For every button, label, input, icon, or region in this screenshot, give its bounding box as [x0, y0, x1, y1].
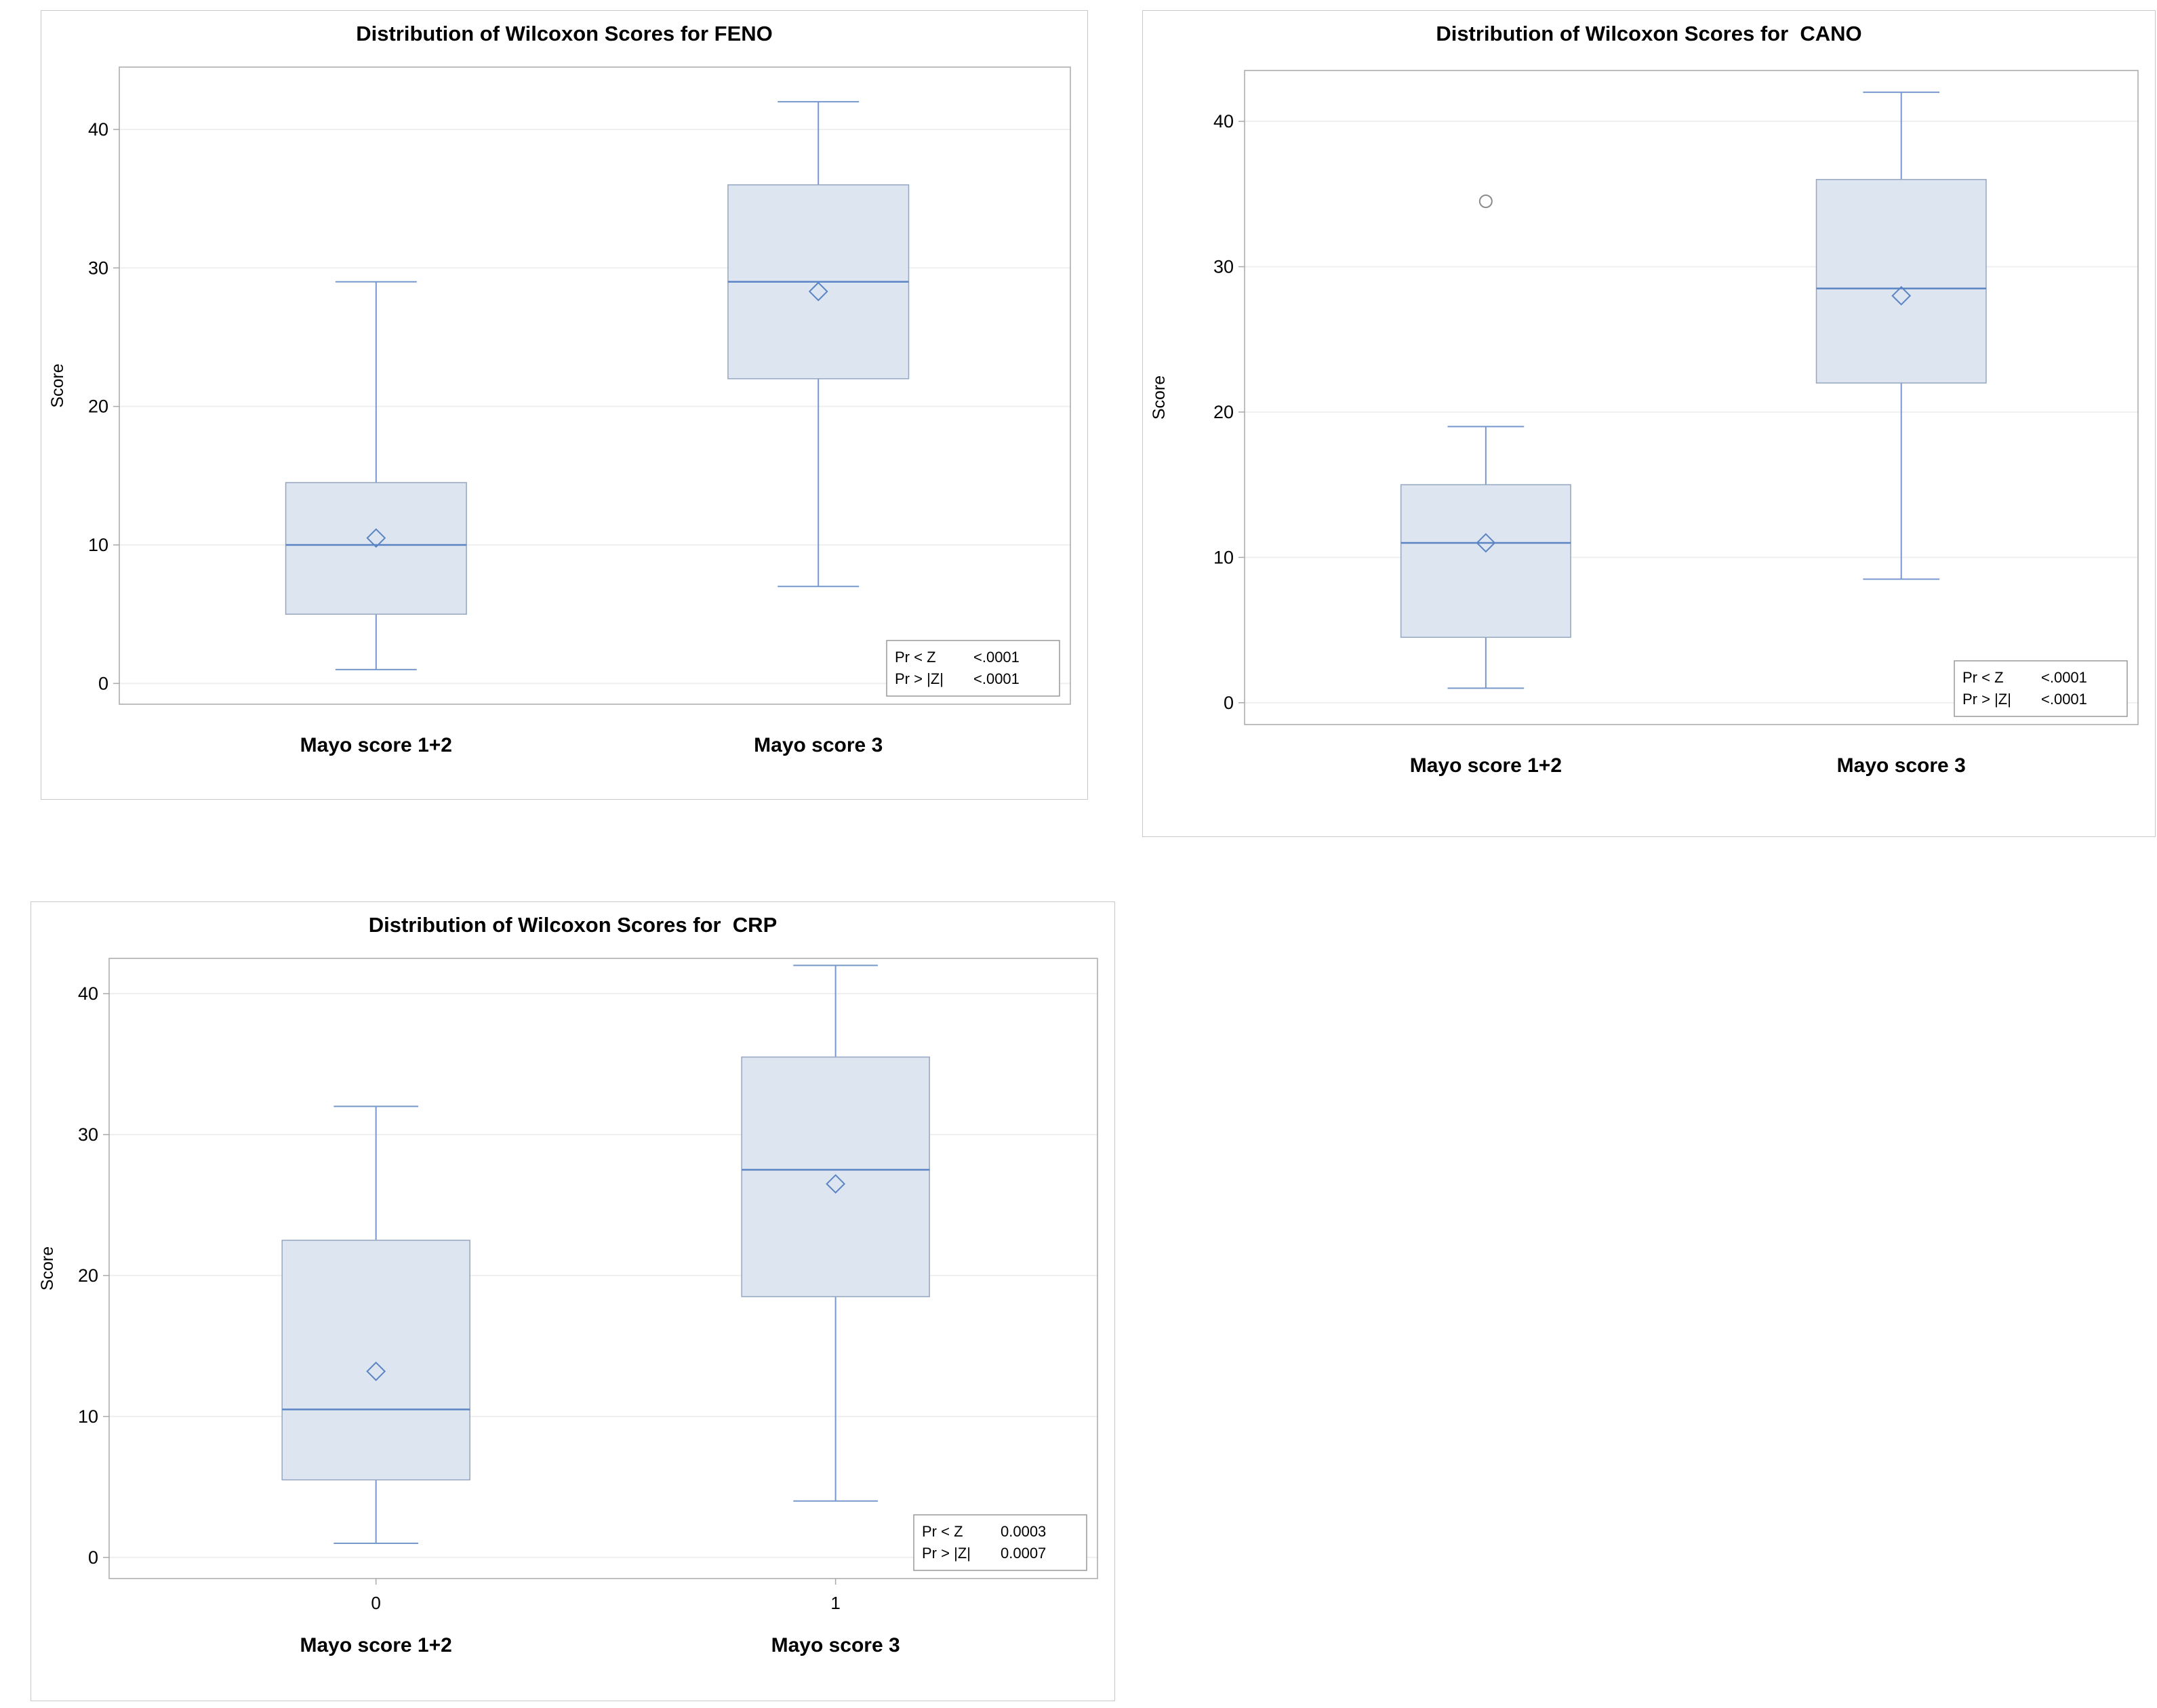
plot-area-crp: 0 10 20 30 40 Score 0 Mayo score 1+2 1 Mayo score… — [38, 958, 1098, 1656]
mean-marker — [826, 1174, 846, 1194]
category-label: Mayo score 3 — [1837, 754, 1966, 777]
y-axis-title: Score — [38, 1246, 57, 1290]
stats-box — [913, 1514, 1087, 1571]
plot-frame — [1244, 70, 2139, 725]
y-tick-label: 40 — [88, 119, 108, 140]
mean-marker — [366, 1361, 386, 1381]
x-tick-label: 0 — [371, 1593, 380, 1613]
y-tick-label: 10 — [1213, 547, 1234, 567]
mean-marker — [808, 281, 828, 302]
plot-frame — [119, 66, 1071, 705]
y-tick-label: 40 — [78, 983, 98, 1004]
boxplot-crp: Distribution of Wilcoxon Scores for CRP … — [31, 901, 1115, 1701]
category-label: Mayo score 1+2 — [300, 734, 452, 756]
stats-value: 0.0007 — [1001, 1545, 1046, 1562]
stats-label: Pr > |Z| — [1962, 691, 2011, 708]
y-tick-label: 0 — [88, 1547, 98, 1568]
category-label: Mayo score 1+2 — [300, 1634, 452, 1656]
outlier-point — [1478, 195, 1493, 208]
x-tick-label: 1 — [830, 1593, 840, 1613]
y-tick-label: 0 — [98, 673, 108, 693]
chart-title-cano: Distribution of Wilcoxon Scores for CANO — [1436, 22, 1862, 45]
stats-value: <.0001 — [973, 649, 1020, 666]
iqr-box — [285, 482, 467, 615]
plot-background — [109, 958, 1097, 1579]
y-tick-label: 40 — [1213, 111, 1234, 131]
stats-value: 0.0003 — [1001, 1523, 1046, 1540]
y-axis-title: Score — [48, 363, 67, 407]
y-tick-label: 20 — [1213, 402, 1234, 422]
plot-background — [1245, 70, 2138, 725]
stats-label: Pr > |Z| — [922, 1545, 971, 1562]
y-tick-label: 10 — [78, 1406, 98, 1427]
mean-marker — [366, 528, 386, 548]
iqr-box — [1815, 179, 1987, 384]
y-tick-label: 20 — [78, 1265, 98, 1286]
category-label: Mayo score 3 — [771, 1634, 900, 1656]
boxplot-cano: Distribution of Wilcoxon Scores for CANO… — [1142, 10, 2156, 837]
stats-label: Pr > |Z| — [895, 670, 944, 687]
iqr-box — [281, 1240, 470, 1481]
category-label: Mayo score 1+2 — [1410, 754, 1562, 777]
chart-title-crp: Distribution of Wilcoxon Scores for CRP — [368, 913, 778, 937]
stats-label: Pr < Z — [922, 1523, 963, 1540]
iqr-box — [741, 1056, 930, 1297]
y-tick-label: 30 — [88, 258, 108, 278]
plot-area-cano: 0 10 20 30 40 Score Mayo score 1+2 Mayo score 3… — [1150, 70, 2139, 777]
iqr-box — [1400, 484, 1571, 638]
stats-value: <.0001 — [973, 670, 1020, 687]
y-tick-label: 30 — [78, 1124, 98, 1145]
mean-marker — [1476, 533, 1496, 553]
stats-box — [1954, 660, 2128, 717]
chart-title-feno: Distribution of Wilcoxon Scores for FENO — [356, 22, 773, 45]
plot-area-feno: 0 10 20 30 40 Score Mayo score 1+2 Mayo score 3… — [48, 66, 1071, 756]
category-label: Mayo score 3 — [754, 734, 883, 756]
y-tick-label: 20 — [88, 396, 108, 417]
stats-label: Pr < Z — [895, 649, 936, 666]
y-tick-label: 30 — [1213, 257, 1234, 277]
y-tick-label: 10 — [88, 535, 108, 555]
y-axis-title: Score — [1150, 375, 1169, 420]
stats-label: Pr < Z — [1962, 669, 2004, 686]
stats-box — [886, 640, 1060, 697]
stats-value: <.0001 — [2041, 691, 2087, 708]
boxplot-feno: Distribution of Wilcoxon Scores for FENO… — [41, 10, 1088, 800]
stats-value: <.0001 — [2041, 669, 2087, 686]
mean-marker — [1891, 285, 1912, 306]
plot-background — [119, 67, 1070, 704]
plot-frame — [108, 958, 1098, 1579]
y-tick-label: 0 — [1224, 693, 1234, 713]
